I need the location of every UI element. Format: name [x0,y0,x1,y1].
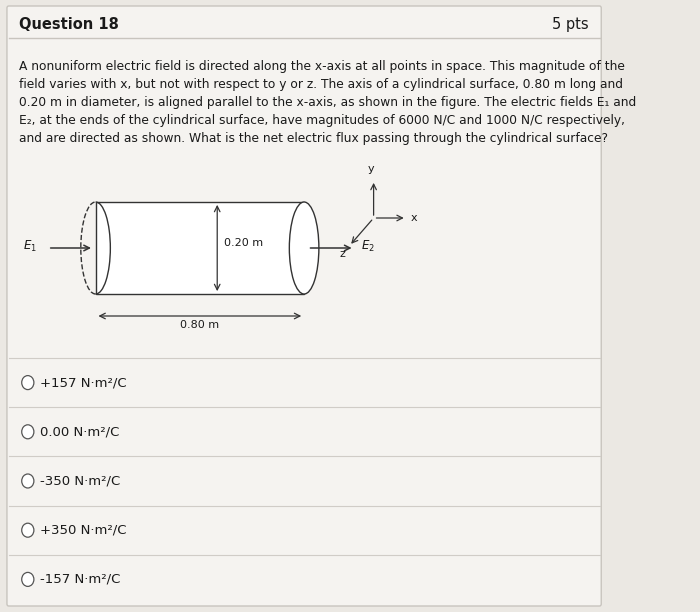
Text: 5 pts: 5 pts [552,17,589,31]
Text: -350 N·m²/C: -350 N·m²/C [40,474,120,488]
Text: E₂, at the ends of the cylindrical surface, have magnitudes of 6000 N/C and 1000: E₂, at the ends of the cylindrical surfa… [19,114,625,127]
Text: z: z [340,249,346,259]
Text: 0.80 m: 0.80 m [181,320,219,330]
Text: +157 N·m²/C: +157 N·m²/C [40,376,127,389]
Text: $E_1$: $E_1$ [22,239,36,254]
Ellipse shape [289,202,319,294]
Text: and are directed as shown. What is the net electric flux passing through the cyl: and are directed as shown. What is the n… [19,132,608,145]
Text: Question 18: Question 18 [19,17,119,31]
Bar [96,202,304,294]
Text: -157 N·m²/C: -157 N·m²/C [40,573,120,586]
Circle shape [22,523,34,537]
Text: 0.20 m: 0.20 m [224,238,263,248]
Text: $E_2$: $E_2$ [360,239,374,254]
Text: +350 N·m²/C: +350 N·m²/C [40,524,127,537]
Text: A nonuniform electric field is directed along the x-axis at all points in space.: A nonuniform electric field is directed … [19,60,625,73]
Circle shape [22,572,34,586]
FancyBboxPatch shape [7,6,601,606]
Text: y: y [368,164,374,174]
Circle shape [22,474,34,488]
Text: field varies with x, but not with respect to y or z. The axis of a cylindrical s: field varies with x, but not with respec… [19,78,623,91]
Text: 0.20 m in diameter, is aligned parallel to the x-axis, as shown in the figure. T: 0.20 m in diameter, is aligned parallel … [19,96,636,109]
Text: x: x [411,213,418,223]
Text: 0.00 N·m²/C: 0.00 N·m²/C [40,425,119,438]
Circle shape [22,425,34,439]
Circle shape [22,376,34,390]
